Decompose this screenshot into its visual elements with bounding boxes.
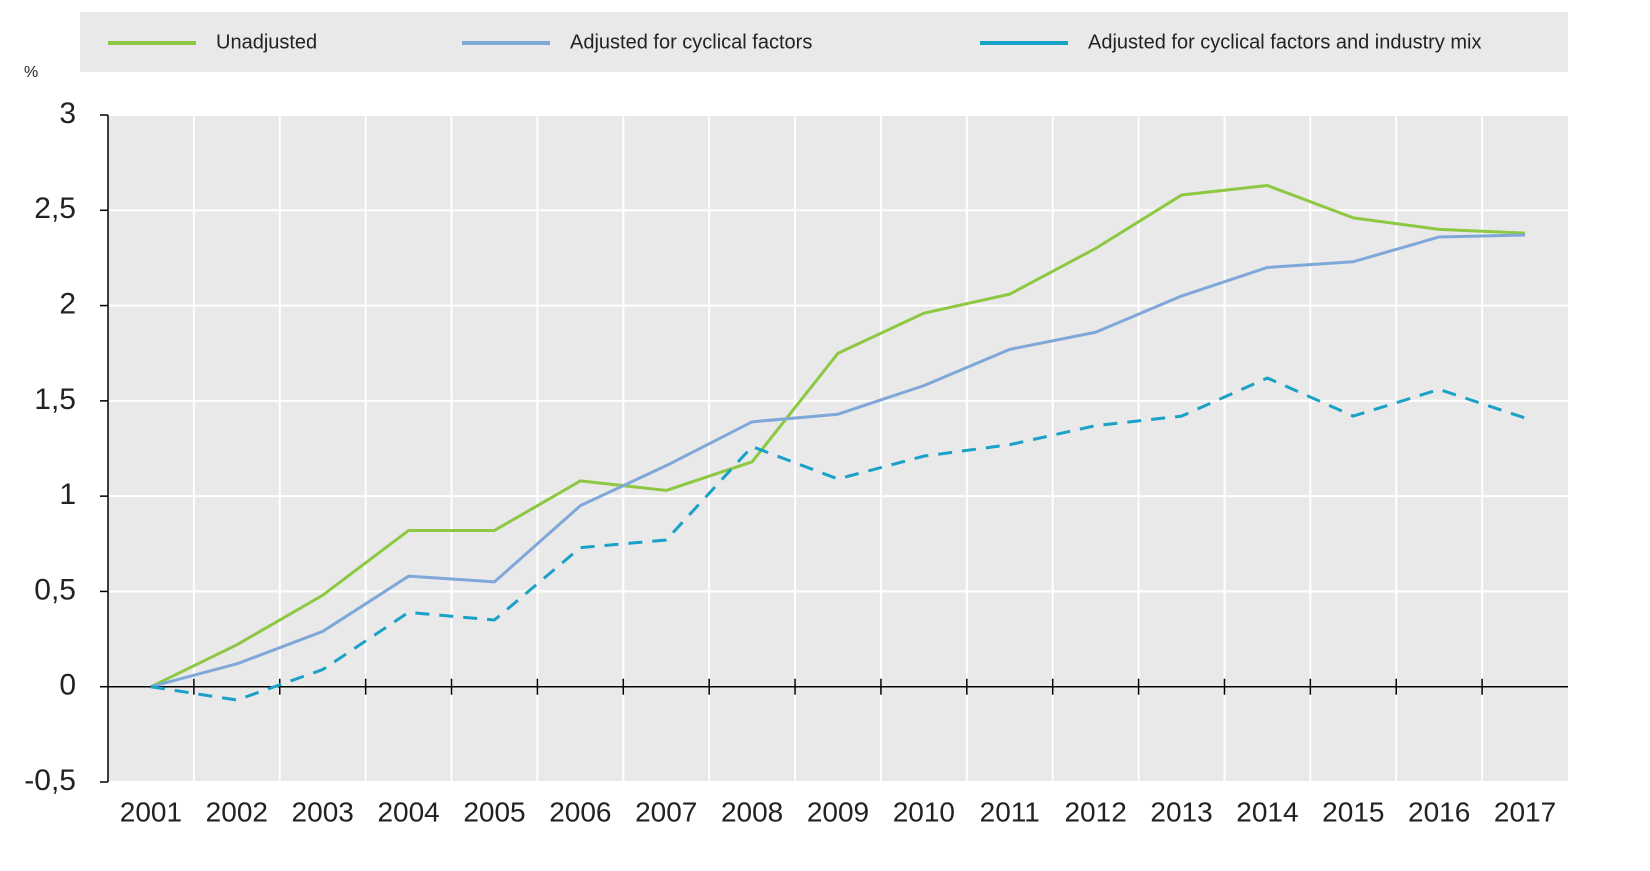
x-tick-label: 2015 [1322,796,1384,827]
legend-box [80,12,1568,72]
x-tick-label: 2014 [1236,796,1298,827]
x-tick-label: 2013 [1150,796,1212,827]
x-tick-label: 2003 [292,796,354,827]
legend-label: Adjusted for cyclical factors [570,31,812,53]
legend-label: Unadjusted [216,31,317,53]
y-tick-label: 3 [59,97,76,130]
x-tick-label: 2017 [1494,796,1556,827]
x-tick-label: 2001 [120,796,182,827]
legend-label: Adjusted for cyclical factors and indust… [1088,31,1482,53]
y-tick-label: 0,5 [34,573,76,606]
x-tick-label: 2006 [549,796,611,827]
series-line [150,233,1526,689]
y-tick-label: 1,5 [34,383,76,416]
series-line [150,376,1526,702]
x-tick-label: 2005 [463,796,525,827]
x-tick-label: 2007 [635,796,697,827]
x-tick-label: 2002 [206,796,268,827]
plot-area [108,115,1568,782]
y-tick-label: 1 [59,478,76,511]
y-tick-label: 2,5 [34,192,76,225]
x-tick-label: 2010 [893,796,955,827]
x-tick-label: 2012 [1064,796,1126,827]
y-tick-label: -0,5 [24,764,76,797]
series-line [150,184,1526,689]
y-tick-label: 2 [59,287,76,320]
x-tick-label: 2004 [377,796,439,827]
x-tick-label: 2016 [1408,796,1470,827]
y-axis-label: % [24,64,38,81]
y-tick-label: 0 [59,669,76,702]
x-tick-label: 2011 [980,796,1040,827]
x-tick-label: 2009 [807,796,869,827]
x-tick-label: 2008 [721,796,783,827]
